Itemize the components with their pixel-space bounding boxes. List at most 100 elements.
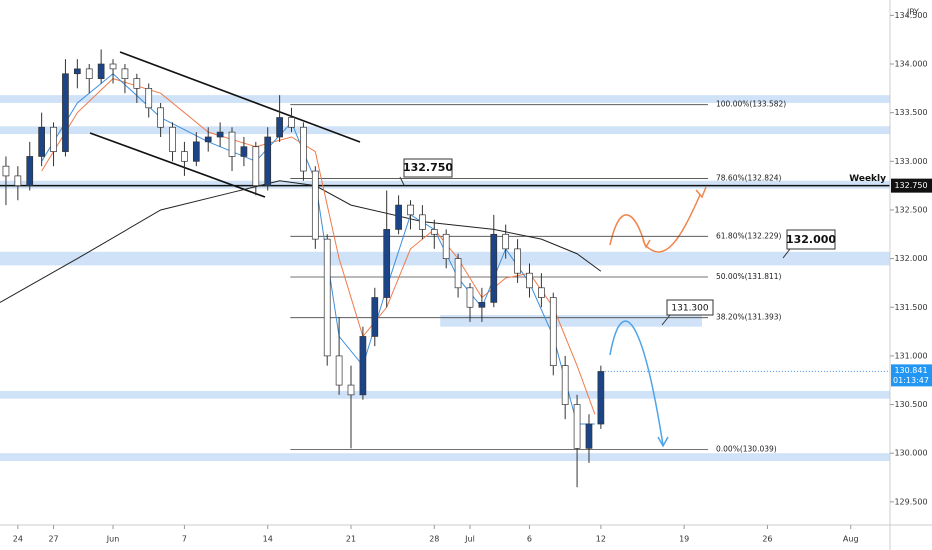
candle-body [157, 107, 164, 128]
candle-body [442, 233, 450, 259]
candle-body [359, 336, 367, 396]
x-tick-label: Aug [843, 535, 859, 544]
annotation-132750: 132.750 [399, 158, 453, 186]
candle-body [526, 272, 533, 289]
candle-body [371, 297, 379, 337]
y-tick-label: 130.500 [894, 400, 927, 409]
candle-body [26, 156, 34, 186]
y-tick-label: 134.500 [894, 11, 927, 20]
candle-body [169, 126, 176, 152]
zone [0, 390, 890, 399]
y-tick-label: 132.000 [894, 254, 927, 263]
x-tick-label: 24 [13, 535, 23, 544]
x-tick-label: 21 [346, 535, 356, 544]
candle-body [311, 170, 319, 240]
fib-label: 78.60%(132.824) [716, 173, 782, 182]
candle-body [240, 146, 248, 157]
last-price-tag [891, 364, 932, 387]
candle-body [478, 302, 486, 308]
x-tick-label: 28 [429, 535, 439, 544]
x-tick-label: 6 [527, 535, 532, 544]
zone [0, 126, 890, 135]
fib-label: 50.00%(131.811) [716, 272, 782, 281]
x-tick-label: 27 [48, 535, 58, 544]
currency: JPY [906, 8, 919, 17]
candle-body [204, 136, 212, 143]
candle-body [347, 384, 355, 396]
y-tick-label: 134.000 [894, 60, 927, 69]
annotation-text: 132.750 [403, 161, 453, 174]
candle-body [561, 365, 569, 405]
candle-body [335, 355, 343, 386]
y-tick-label: 133.000 [894, 157, 927, 166]
candle-body [85, 68, 93, 79]
annotation-text: 131.300 [671, 304, 708, 314]
candle-body [502, 233, 510, 250]
candle-body [430, 229, 438, 235]
x-tick-label: 19 [679, 535, 689, 544]
annotation-text: 132.000 [786, 233, 836, 246]
candle-body [300, 126, 307, 172]
y-tick-label: 131.000 [894, 351, 927, 360]
candle-body [121, 68, 129, 79]
x-tick-label: Jul [464, 535, 475, 544]
candle-body [585, 423, 593, 449]
candle-body [466, 287, 474, 308]
candle-body [192, 141, 200, 162]
annotation-132000: 132.000 [782, 229, 836, 259]
x-tick-label: 26 [762, 535, 772, 544]
candle-body [50, 126, 57, 152]
weekly-tag-bg [891, 178, 932, 193]
candle-body [323, 238, 331, 357]
candle-body [490, 233, 498, 303]
fib-label: 38.20%(131.393) [716, 313, 782, 322]
y-tick-label: 132.500 [894, 205, 927, 214]
candle-body [228, 131, 236, 157]
candle-body [454, 258, 462, 289]
candle-body [549, 297, 557, 366]
candle-body [395, 204, 402, 230]
zone [0, 95, 890, 103]
candle-body [407, 204, 414, 216]
zone [440, 315, 703, 327]
weekly-label: Weekly [849, 174, 886, 184]
candle-body [62, 73, 69, 152]
y-tick-label: 130.000 [894, 449, 927, 458]
candle-body [38, 126, 45, 157]
indicator-line [0, 180, 602, 303]
fib-label: 0.00%(130.039) [716, 444, 777, 453]
candle-body [216, 131, 224, 138]
candle-body [573, 404, 581, 449]
candle-body [109, 63, 117, 70]
y-tick-label: 133.500 [894, 108, 927, 117]
candle-body [276, 117, 283, 138]
candle-body [2, 165, 10, 177]
annotation-131300: 131.300 [661, 299, 714, 326]
fib-label: 61.80%(132.229) [716, 231, 782, 240]
y-tick-label: 131.500 [894, 303, 927, 312]
countdown: 01:13:47 [893, 376, 929, 385]
x-tick-label: 14 [263, 535, 273, 544]
candle-body [181, 151, 188, 162]
candle-body [383, 229, 391, 298]
candle-body [538, 287, 545, 298]
currency-badge [891, 4, 927, 20]
candle-body [252, 146, 260, 186]
candle-body [73, 68, 81, 75]
zone [0, 180, 890, 189]
candle-body [288, 117, 295, 128]
candle-body [145, 87, 153, 109]
weekly-tag: 132.750 [894, 181, 927, 190]
candle-body [133, 78, 141, 89]
x-tick-label: Jun [106, 535, 120, 544]
candle-body [514, 248, 521, 274]
candle-body [419, 214, 426, 230]
candle-body [97, 63, 105, 79]
x-tick-label: 12 [596, 535, 606, 544]
zone [0, 453, 890, 461]
y-tick-label: 129.500 [894, 497, 927, 506]
projection-arrows [609, 186, 707, 448]
channel [89, 51, 361, 198]
x-tick-label: 7 [182, 535, 187, 544]
